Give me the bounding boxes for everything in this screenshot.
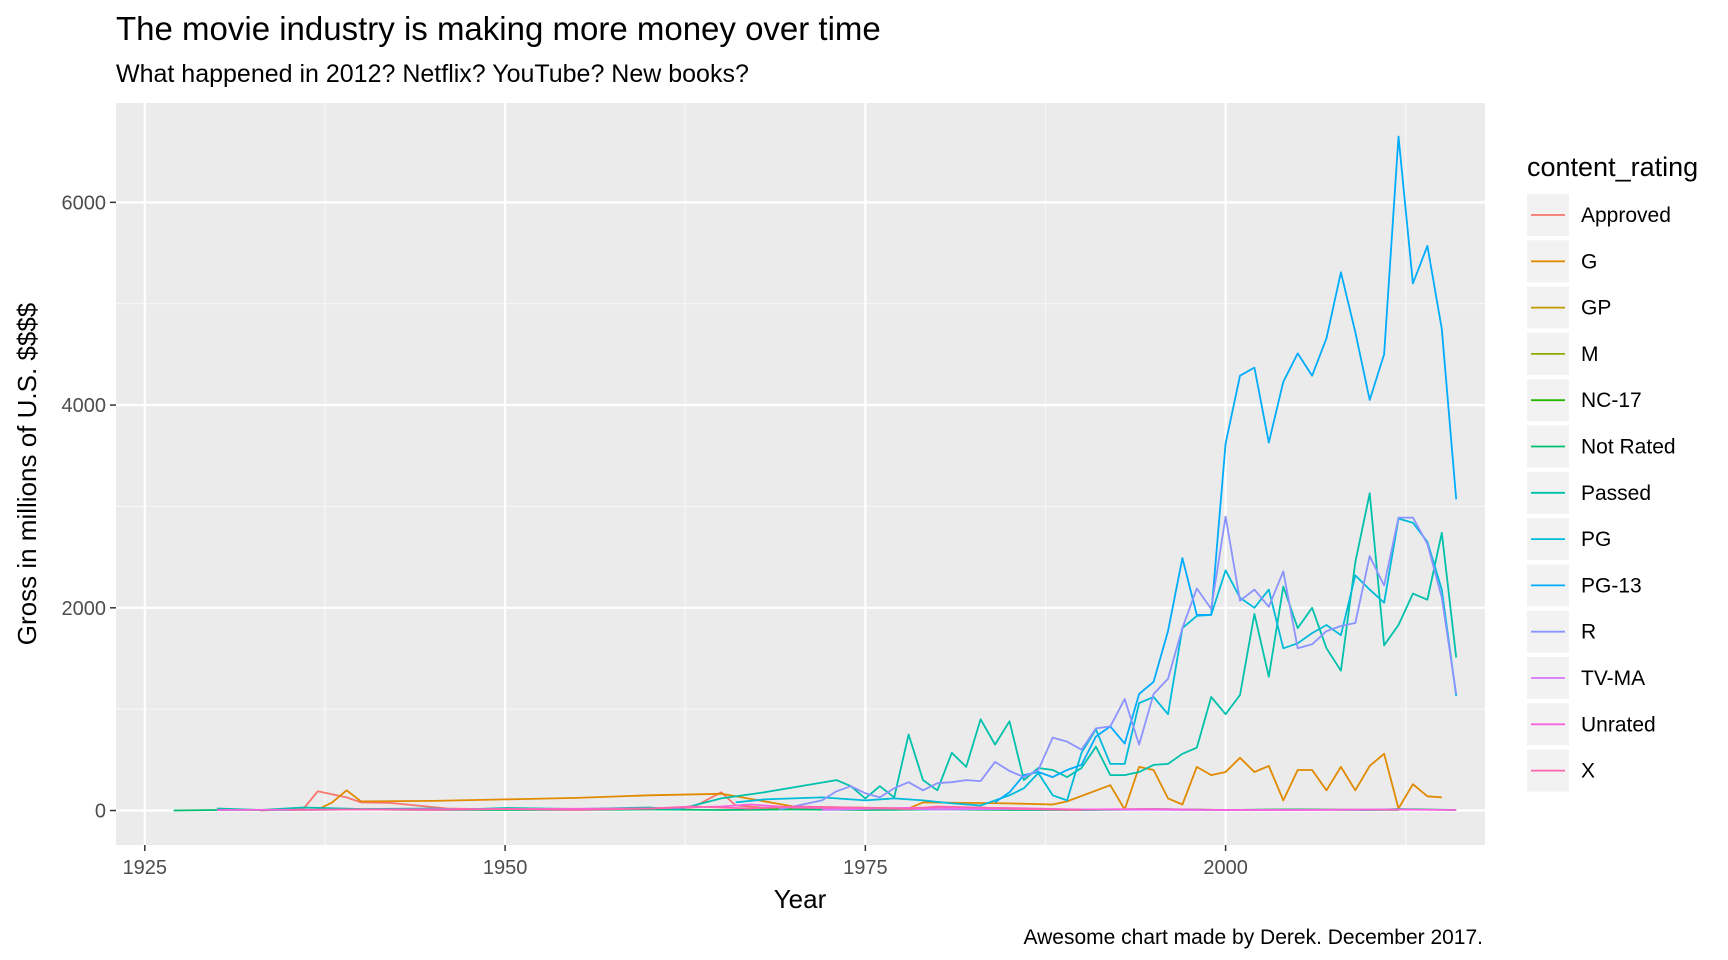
x-tick-label: 2000 [1203,857,1248,879]
legend-item-gp: GP [1527,286,1611,329]
legend-label: PG-13 [1581,574,1642,597]
legend-label: PG [1581,528,1611,551]
axis-ticks: 1925 1950 1975 2000 0 2000 4000 6000 [62,192,1248,879]
legend-item-g: G [1527,240,1597,283]
legend-label: Unrated [1581,713,1656,736]
y-tick-label: 6000 [62,192,107,214]
legend-label: M [1581,343,1599,366]
legend-title: content_rating [1527,152,1698,182]
legend-item-not-rated: Not Rated [1527,425,1676,468]
series-line-g [317,752,1442,811]
grid-major [116,103,1485,845]
legend: content_rating Approved G GP M NC-17 Not Rate… [1527,152,1698,792]
legend-item-tv-ma: TV-MA [1527,657,1645,699]
series-line-pg [735,517,1458,807]
legend-label: X [1581,760,1595,783]
y-axis-title: Gross in millions of U.S. $$$$ [12,302,42,645]
x-tick-label: 1950 [483,857,528,879]
chart-subtitle: What happened in 2012? Netflix? YouTube?… [116,60,749,88]
legend-label: Passed [1581,482,1651,505]
series-line-x [288,805,1082,811]
legend-label: TV-MA [1581,667,1645,690]
grid-minor [116,103,1485,845]
legend-label: Approved [1581,204,1671,227]
legend-item-r: R [1527,610,1596,653]
legend-items: Approved G GP M NC-17 Not Rated Passed PG PG-13 R… [1527,194,1676,792]
x-axis-title: Year [774,884,827,914]
legend-label: Not Rated [1581,436,1676,459]
series-lines [173,135,1458,812]
legend-label: NC-17 [1581,389,1642,412]
legend-item-pg: PG [1527,518,1611,561]
legend-item-approved: Approved [1527,194,1671,236]
plot-panel [116,103,1485,845]
series-line-r [778,515,1458,811]
legend-item-nc-17: NC-17 [1527,379,1642,422]
x-tick-label: 1975 [843,857,888,879]
chart-caption: Awesome chart made by Derek. December 20… [1023,926,1484,949]
legend-item-pg-13: PG-13 [1527,564,1642,607]
legend-label: R [1581,621,1596,644]
chart-title: The movie industry is making more money … [116,10,881,47]
legend-item-passed: Passed [1527,471,1651,514]
legend-item-unrated: Unrated [1527,703,1656,746]
legend-label: GP [1581,297,1611,320]
series-line-pg-13 [994,135,1458,804]
y-tick-label: 2000 [62,598,107,620]
x-tick-label: 1925 [123,857,168,879]
y-tick-label: 4000 [62,395,107,417]
legend-item-m: M [1527,332,1599,375]
y-tick-label: 0 [95,801,106,823]
legend-label: G [1581,250,1597,273]
legend-item-x: X [1527,749,1595,792]
